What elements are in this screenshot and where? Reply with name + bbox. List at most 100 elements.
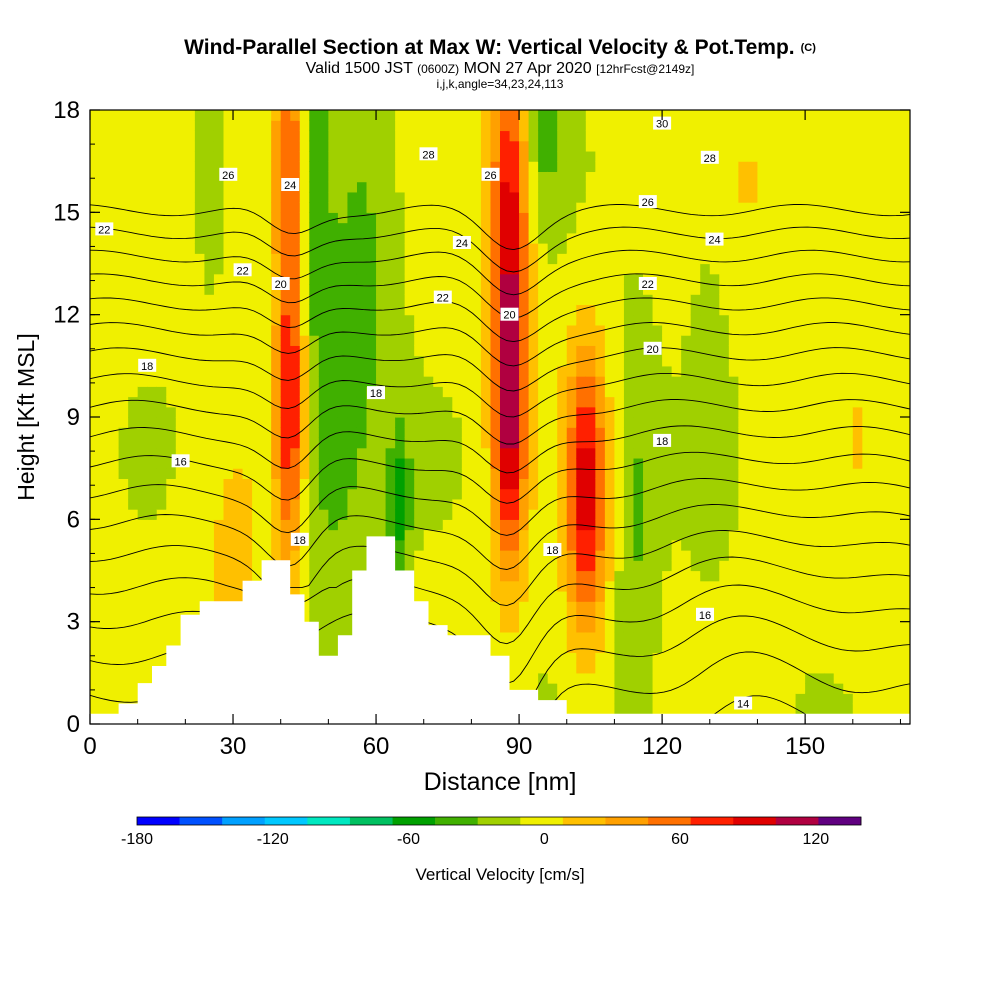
velocity-cell (805, 693, 816, 705)
velocity-cell (738, 478, 749, 490)
velocity-cell (175, 498, 186, 510)
velocity-cell (652, 191, 663, 203)
velocity-cell (852, 417, 863, 428)
velocity-cell (614, 529, 625, 541)
velocity-cell (185, 570, 196, 582)
velocity-cell (404, 263, 415, 275)
velocity-cell (347, 130, 358, 142)
velocity-cell (652, 417, 663, 428)
velocity-cell (109, 171, 120, 183)
velocity-cell (395, 283, 406, 295)
velocity-cell (776, 130, 787, 142)
velocity-cell (242, 191, 253, 203)
velocity-cell (700, 191, 711, 203)
velocity-cell (252, 406, 263, 418)
velocity-cell (147, 570, 158, 582)
velocity-cell (147, 110, 158, 121)
velocity-cell (795, 570, 806, 582)
velocity-cell (204, 580, 215, 592)
velocity-cell (690, 417, 701, 428)
velocity-cell (185, 150, 196, 162)
velocity-cell (623, 672, 635, 684)
velocity-cell (280, 447, 291, 459)
velocity-cell (862, 191, 873, 203)
velocity-cell (528, 191, 539, 203)
velocity-cell (652, 110, 663, 121)
velocity-cell (604, 498, 616, 510)
velocity-cell (747, 539, 759, 551)
velocity-cell (500, 283, 511, 295)
velocity-cell (147, 601, 158, 613)
velocity-cell (147, 304, 158, 316)
velocity-cell (490, 590, 501, 602)
velocity-cell (776, 417, 787, 428)
velocity-cell (595, 376, 606, 387)
velocity-cell (519, 396, 530, 408)
velocity-cell (194, 580, 206, 592)
velocity-cell (252, 457, 263, 469)
velocity-cell (280, 232, 291, 244)
velocity-cell (833, 457, 844, 469)
velocity-cell (643, 294, 654, 306)
velocity-cell (204, 283, 215, 295)
velocity-cell (90, 202, 101, 213)
velocity-cell (824, 550, 835, 561)
velocity-cell (328, 263, 339, 275)
velocity-cell (194, 570, 206, 582)
velocity-cell (643, 417, 654, 428)
velocity-cell (738, 529, 749, 541)
velocity-cell (433, 335, 444, 346)
velocity-cell (585, 396, 596, 408)
velocity-cell (395, 232, 406, 244)
velocity-cell (766, 181, 778, 193)
velocity-cell (185, 212, 196, 224)
velocity-cell (614, 437, 625, 449)
velocity-cell (805, 447, 816, 459)
velocity-cell (881, 683, 892, 694)
velocity-cell (175, 150, 186, 162)
velocity-cell (690, 202, 701, 213)
velocity-cell (280, 457, 291, 469)
velocity-cell (862, 386, 873, 398)
velocity-cell (356, 488, 368, 500)
velocity-cell (833, 693, 844, 705)
velocity-cell (233, 427, 244, 439)
velocity-cell (433, 110, 444, 121)
velocity-cell (805, 232, 816, 244)
velocity-cell (576, 621, 587, 633)
velocity-cell (776, 273, 787, 285)
velocity-cell (604, 202, 616, 213)
velocity-cell (471, 488, 482, 500)
velocity-cell (490, 140, 501, 152)
velocity-cell (385, 345, 396, 357)
velocity-cell (299, 283, 310, 295)
velocity-cell (595, 304, 606, 316)
velocity-cell (547, 130, 558, 142)
velocity-cell (814, 191, 825, 203)
velocity-cell (461, 365, 472, 377)
velocity-cell (166, 335, 177, 346)
velocity-cell (318, 365, 329, 377)
velocity-cell (442, 519, 453, 531)
velocity-cell (347, 345, 358, 357)
velocity-cell (109, 345, 120, 357)
velocity-cell (757, 437, 768, 449)
velocity-cell (223, 324, 234, 336)
velocity-cell (156, 488, 167, 500)
velocity-cell (261, 335, 272, 346)
velocity-cell (757, 324, 768, 336)
velocity-cell (223, 417, 234, 428)
velocity-cell (547, 478, 558, 490)
velocity-cell (709, 417, 720, 428)
velocity-cell (90, 396, 101, 408)
velocity-cell (757, 519, 768, 531)
velocity-cell (118, 181, 129, 193)
velocity-cell (728, 365, 739, 377)
velocity-cell (442, 447, 453, 459)
velocity-cell (805, 294, 816, 306)
velocity-cell (433, 243, 444, 254)
velocity-cell (223, 222, 234, 234)
velocity-cell (709, 273, 720, 285)
velocity-cell (356, 314, 368, 326)
velocity-cell (633, 314, 644, 326)
